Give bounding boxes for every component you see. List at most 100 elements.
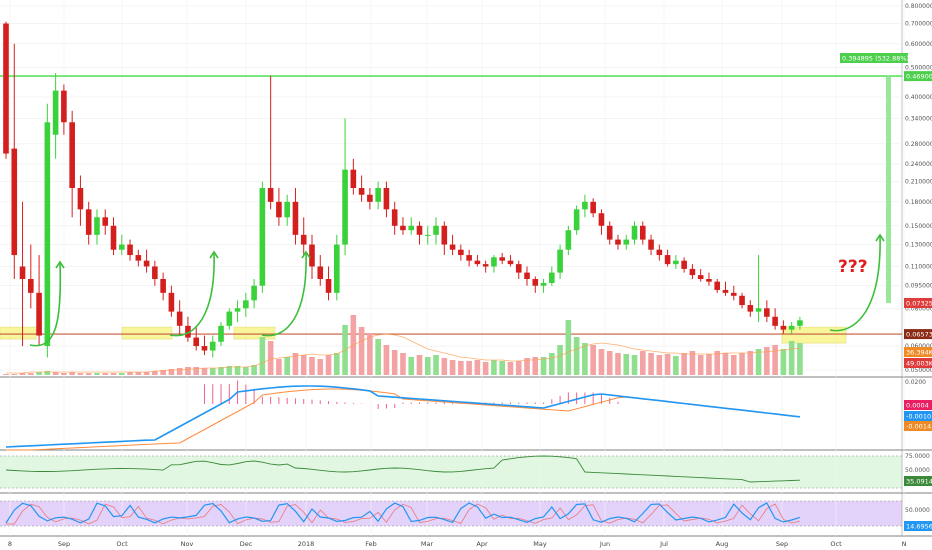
volume-bar-74 bbox=[615, 353, 621, 375]
candle-body-65 bbox=[540, 282, 547, 286]
support-badge: 0.065732 bbox=[906, 331, 932, 339]
candle-body-58 bbox=[482, 264, 489, 267]
time-axis-ticks: 8 Sep Oct Nov Dec 2018 Feb Mar Apr May Jun Jul Aug Se… bbox=[8, 540, 907, 548]
candle-body-53 bbox=[441, 225, 448, 245]
candle-body-1 bbox=[11, 148, 18, 256]
candle-body-0 bbox=[3, 23, 9, 154]
candle-body-18 bbox=[152, 266, 158, 279]
candle-body-76 bbox=[631, 225, 638, 240]
macd-line bbox=[5, 385, 800, 448]
candle-body-87 bbox=[722, 289, 729, 293]
candle-body-89 bbox=[739, 295, 745, 306]
volume-bar-80 bbox=[664, 354, 671, 375]
volume-bar-54 bbox=[449, 360, 456, 375]
volume-bar-21 bbox=[176, 368, 183, 375]
price-tick-7: 0.240000 bbox=[905, 161, 932, 168]
candle-body-48 bbox=[400, 225, 406, 231]
macd-panel bbox=[5, 380, 800, 451]
candle-body-42 bbox=[350, 169, 357, 188]
support-zone-1 bbox=[121, 326, 173, 340]
candle-body-15 bbox=[127, 244, 133, 256]
volume-bar-37 bbox=[309, 357, 315, 375]
volume-bar-26 bbox=[218, 367, 224, 375]
candle-body-19 bbox=[160, 279, 166, 293]
volume-ma-line bbox=[6, 333, 800, 374]
candle-body-79 bbox=[656, 249, 663, 256]
candle-body-69 bbox=[573, 209, 580, 231]
candle-body-83 bbox=[689, 268, 696, 276]
volume-bar-49 bbox=[408, 357, 415, 375]
current-price-badge-bg bbox=[904, 298, 932, 308]
volume-bar-2 bbox=[19, 373, 26, 375]
candle-body-24 bbox=[201, 346, 208, 351]
candle-body-55 bbox=[458, 249, 464, 256]
horizontal-levels bbox=[0, 75, 902, 335]
curve-arrow-1 bbox=[169, 251, 215, 337]
candle-body-27 bbox=[226, 311, 233, 326]
volume-bar-56 bbox=[466, 361, 472, 375]
candle-body-23 bbox=[193, 337, 200, 347]
volume-bar-66 bbox=[549, 353, 555, 375]
volume-bar-19 bbox=[160, 370, 166, 375]
volume-bar-20 bbox=[168, 369, 175, 375]
price-tick-13: 0.095000 bbox=[905, 283, 932, 290]
volume-bar-29 bbox=[243, 367, 249, 375]
volume-bar-7 bbox=[61, 373, 67, 375]
adx-panel bbox=[5, 455, 800, 483]
candle-body-85 bbox=[706, 279, 712, 282]
price-tick-14: 0.080000 bbox=[905, 305, 932, 312]
candle-body-9 bbox=[77, 188, 84, 210]
candle-body-6 bbox=[52, 90, 59, 135]
volume-bar-34 bbox=[284, 357, 290, 375]
volume-bar-18 bbox=[152, 371, 158, 375]
volume-bar-23 bbox=[193, 367, 200, 375]
time-tick-13: Sep bbox=[776, 540, 788, 548]
volume-bar-85 bbox=[706, 354, 712, 375]
volume-bar-32 bbox=[267, 341, 274, 375]
candle-body-52 bbox=[433, 225, 439, 235]
volume-bar-44 bbox=[367, 333, 373, 375]
curve-arrow-0 bbox=[29, 261, 62, 347]
volume-bar-89 bbox=[739, 353, 745, 375]
volume-bar-11 bbox=[94, 373, 100, 375]
candle-body-10 bbox=[85, 209, 92, 235]
volume-bar-90 bbox=[747, 351, 754, 375]
candle-body-61 bbox=[507, 260, 514, 265]
volume-bar-31 bbox=[259, 337, 266, 375]
volume-bar-57 bbox=[474, 360, 481, 375]
time-tick-9: May bbox=[533, 540, 547, 548]
curve-arrow-2 bbox=[261, 251, 307, 337]
candle-body-68 bbox=[565, 230, 572, 250]
candle-body-56 bbox=[466, 255, 472, 261]
volume-bar-63 bbox=[524, 358, 530, 375]
candle-body-13 bbox=[110, 225, 117, 250]
volume-bar-76 bbox=[631, 355, 638, 375]
candle-body-12 bbox=[102, 217, 109, 226]
macd-line-badge: -0.0010 bbox=[906, 413, 931, 421]
volume-bar-12 bbox=[102, 373, 109, 375]
time-tick-10: Jun bbox=[599, 540, 610, 548]
stoch-badge-bg bbox=[904, 521, 932, 531]
question-annotation: ??? bbox=[838, 257, 868, 277]
volume-bar-39 bbox=[325, 355, 332, 375]
stoch-k-line bbox=[5, 502, 801, 524]
price-tick-6: 0.280000 bbox=[905, 141, 932, 148]
volume-bar-83 bbox=[689, 351, 696, 375]
volume-bar-96 bbox=[797, 343, 803, 375]
candle-body-36 bbox=[300, 234, 307, 245]
candle-body-30 bbox=[251, 285, 257, 301]
time-tick-14: Oct bbox=[830, 540, 842, 548]
time-tick-2: Oct bbox=[116, 540, 128, 548]
stoch-d-line bbox=[6, 503, 801, 525]
time-tick-1: Sep bbox=[58, 540, 70, 548]
volume-bar-75 bbox=[623, 354, 630, 375]
candle-body-57 bbox=[474, 260, 481, 265]
volume-bar-93 bbox=[772, 345, 778, 375]
macd-hist-badge-bg bbox=[904, 400, 932, 410]
candles bbox=[3, 21, 803, 358]
support-zone-2 bbox=[233, 326, 276, 340]
candle-body-67 bbox=[557, 249, 563, 273]
time-tick-11: Jul bbox=[659, 540, 668, 548]
candle-body-3 bbox=[28, 279, 34, 293]
